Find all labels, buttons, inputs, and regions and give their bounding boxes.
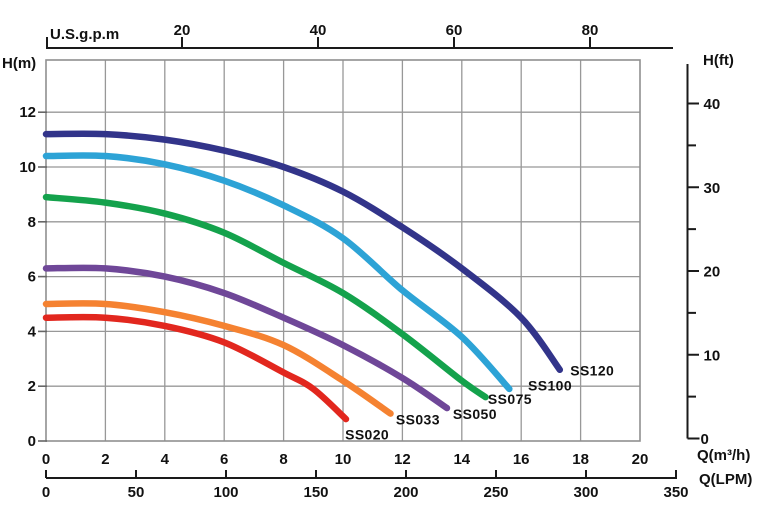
lpm-axis-tick-label: 250 — [483, 484, 508, 501]
series-label-ss050: SS050 — [453, 406, 497, 422]
bottom-axis-title-m3h: Q(m³/h) — [697, 447, 751, 464]
curve-ss050 — [42, 264, 451, 412]
left-axis-tick-label: 6 — [28, 269, 36, 286]
left-axis-tick-label: 10 — [19, 159, 36, 176]
bottom-m3h-tick-label: 12 — [394, 451, 411, 468]
right-axis-tick-label: 10 — [704, 347, 721, 364]
series-label-ss075: SS075 — [488, 391, 532, 407]
lpm-axis-tick-label: 0 — [42, 484, 50, 501]
left-axis-tick-label: 0 — [28, 433, 36, 450]
bottom-m3h-tick-label: 8 — [279, 451, 287, 468]
series-label-ss033: SS033 — [396, 412, 440, 428]
series-label-ss020: SS020 — [345, 427, 389, 443]
curve-ss100 — [42, 152, 513, 393]
plot-frame — [45, 59, 641, 442]
bottom-m3h-tick-label: 20 — [632, 451, 649, 468]
bottom-m3h-tick-label: 18 — [572, 451, 589, 468]
lpm-axis-tick-label: 200 — [393, 484, 418, 501]
curve-ss075 — [42, 193, 489, 401]
curve-ss120 — [42, 130, 564, 374]
series-label-ss120: SS120 — [570, 363, 614, 379]
bottom-m3h-tick-label: 0 — [42, 451, 50, 468]
lpm-axis-tick-label: 150 — [303, 484, 328, 501]
bottom-m3h-tick-label: 16 — [513, 451, 530, 468]
left-axis-title: H(m) — [2, 55, 37, 72]
series-label-ss100: SS100 — [528, 378, 572, 394]
top-axis-tick-label: 40 — [310, 22, 327, 39]
top-axis-tick-label: 20 — [174, 22, 191, 39]
left-axis-tick-label: 12 — [19, 104, 36, 121]
curve-ss033 — [42, 300, 394, 417]
right-axis-tick-label: 20 — [704, 264, 721, 281]
bottom-axis-title-lpm: Q(LPM) — [699, 471, 753, 488]
left-axis-tick-label: 8 — [28, 214, 36, 231]
right-axis-tick-label: 40 — [704, 96, 721, 113]
lpm-axis-tick-label: 100 — [213, 484, 238, 501]
bottom-m3h-tick-label: 10 — [335, 451, 352, 468]
right-axis-tick-label: 30 — [704, 180, 721, 197]
top-axis-tick-label: 80 — [582, 22, 599, 39]
bottom-m3h-tick-label: 2 — [101, 451, 109, 468]
top-axis-tick-label: 60 — [446, 22, 463, 39]
bottom-m3h-tick-label: 6 — [220, 451, 228, 468]
curve-ss020 — [42, 313, 350, 423]
bottom-m3h-tick-label: 4 — [161, 451, 170, 468]
right-axis-title: H(ft) — [703, 52, 734, 69]
lpm-axis-tick-label: 300 — [573, 484, 598, 501]
lpm-axis-tick-label: 350 — [663, 484, 688, 501]
left-axis-tick-label: 4 — [28, 323, 37, 340]
bottom-m3h-tick-label: 14 — [453, 451, 470, 468]
right-axis-tick-label: 0 — [701, 431, 709, 448]
left-axis-tick-label: 2 — [28, 378, 36, 395]
lpm-axis-tick-label: 50 — [128, 484, 145, 501]
top-axis-title: U.S.g.p.m — [50, 26, 120, 43]
